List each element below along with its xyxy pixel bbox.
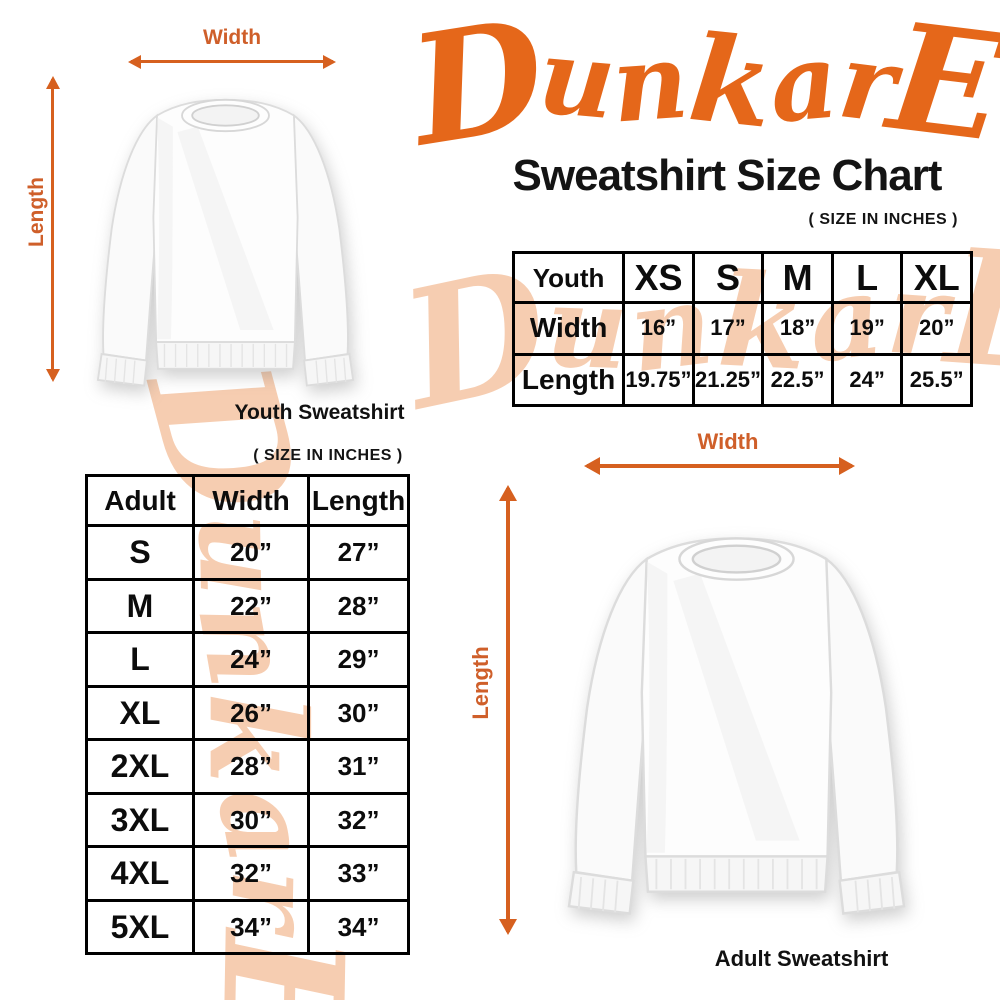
table-cell: 26”: [191, 684, 311, 741]
table-cell: 24”: [191, 631, 311, 688]
size-units-note: ( SIZE IN INCHES ): [253, 447, 403, 464]
table-cell: 21.25”: [691, 352, 765, 407]
table-row: Length 19.75” 21.25” 22.5” 24” 25.5”: [511, 352, 973, 407]
adult-size-table: Adult Width Length S 20” 27” M 22” 28” L 24” 29” XL…: [85, 474, 410, 955]
adult-figure-caption: Adult Sweatshirt: [714, 946, 889, 971]
row-header: S: [85, 524, 195, 581]
row-header: XL: [85, 684, 195, 741]
table-cell: 32”: [307, 791, 410, 848]
table-row: XL 26” 30”: [85, 684, 410, 741]
row-header: 3XL: [85, 791, 195, 848]
table-cell: 34”: [191, 898, 311, 955]
youth-size-table: Youth XS S M L XL Width 16” 17” 18” 19” 20” Length 1…: [511, 251, 973, 407]
column-header: XS: [622, 251, 695, 304]
table-cell: 22”: [191, 577, 311, 634]
table-cell: 19”: [830, 301, 904, 356]
youth-size-table-container: Youth XS S M L XL Width 16” 17” 18” 19” 20” Length 1…: [511, 251, 973, 407]
adult-width-arrow: [587, 464, 852, 468]
table-cell: 20”: [191, 524, 311, 581]
row-header: 4XL: [85, 845, 195, 902]
column-header: Width: [191, 474, 311, 527]
table-cell: 19.75”: [622, 352, 695, 407]
table-cell: 20”: [900, 301, 973, 356]
table-cell: 29”: [307, 631, 410, 688]
table-cell: 24”: [830, 352, 904, 407]
column-header: XL: [900, 251, 973, 304]
adult-length-label: Length: [468, 646, 493, 720]
table-cell: 28”: [307, 577, 410, 634]
table-cell: 16”: [622, 301, 695, 356]
table-cell: 32”: [191, 845, 311, 902]
table-cell: 25.5”: [900, 352, 973, 407]
row-header: 5XL: [85, 898, 195, 955]
column-header: Youth: [511, 251, 626, 304]
table-cell: 27”: [307, 524, 410, 581]
table-cell: 22.5”: [761, 352, 834, 407]
youth-length-arrow: [51, 79, 54, 379]
column-header: M: [761, 251, 834, 304]
table-cell: 34”: [307, 898, 410, 955]
table-row: 2XL 28” 31”: [85, 738, 410, 795]
column-header: Length: [307, 474, 410, 527]
adult-size-table-container: Adult Width Length S 20” 27” M 22” 28” L 24” 29” XL…: [85, 474, 410, 955]
adult-length-arrow: [506, 488, 510, 932]
table-cell: 30”: [307, 684, 410, 741]
table-row: M 22” 28”: [85, 577, 410, 634]
adult-width-label: Width: [697, 429, 759, 454]
youth-length-label: Length: [25, 177, 48, 247]
youth-width-arrow: [131, 60, 333, 63]
row-header: 2XL: [85, 738, 195, 795]
column-header: S: [691, 251, 765, 304]
table-cell: 17”: [691, 301, 765, 356]
youth-width-label: Width: [202, 26, 262, 49]
page-title: Sweatshirt Size Chart: [512, 151, 943, 200]
table-header-row: Adult Width Length: [85, 474, 410, 527]
adult-sweatshirt-image: [518, 478, 955, 946]
row-header: Width: [511, 301, 626, 356]
table-cell: 33”: [307, 845, 410, 902]
row-header: Length: [511, 352, 626, 407]
table-cell: 31”: [307, 738, 410, 795]
row-header: M: [85, 577, 195, 634]
table-row: 4XL 32” 33”: [85, 845, 410, 902]
youth-sweatshirt-image: [58, 60, 393, 404]
table-cell: 30”: [191, 791, 311, 848]
table-header-row: Youth XS S M L XL: [511, 251, 973, 304]
column-header: L: [830, 251, 904, 304]
table-row: Width 16” 17” 18” 19” 20”: [511, 301, 973, 356]
row-header: L: [85, 631, 195, 688]
size-units-note: ( SIZE IN INCHES ): [808, 211, 958, 228]
table-row: S 20” 27”: [85, 524, 410, 581]
table-cell: 28”: [191, 738, 311, 795]
youth-figure-caption: Youth Sweatshirt: [234, 401, 405, 424]
table-row: L 24” 29”: [85, 631, 410, 688]
column-header: Adult: [85, 474, 195, 527]
table-row: 3XL 30” 32”: [85, 791, 410, 848]
table-cell: 18”: [761, 301, 834, 356]
table-row: 5XL 34” 34”: [85, 898, 410, 955]
